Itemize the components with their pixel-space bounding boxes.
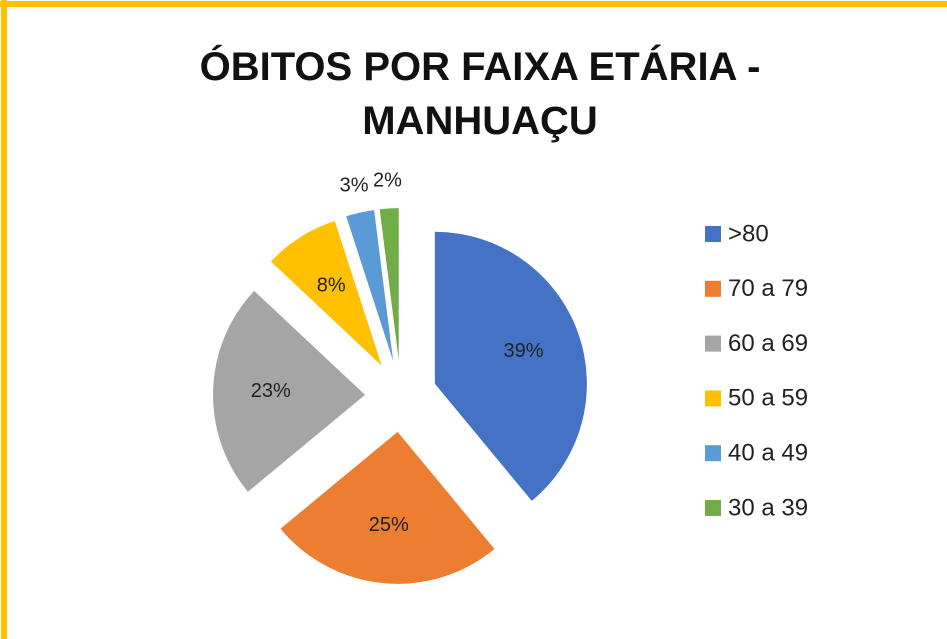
- legend-label: 50 a 59: [728, 385, 808, 412]
- pie-slice: [346, 210, 394, 361]
- legend-swatch: [705, 390, 721, 407]
- pie-slice: [270, 221, 382, 366]
- legend-swatch: [705, 335, 721, 352]
- legend-swatch: [705, 226, 721, 242]
- legend-label: 70 a 79: [728, 275, 808, 302]
- pie-slice: [379, 208, 399, 361]
- legend-label: 30 a 39: [728, 494, 808, 521]
- legend-label: 60 a 69: [728, 330, 808, 357]
- legend-label: >80: [728, 220, 769, 247]
- legend-label: 40 a 49: [728, 440, 808, 467]
- chart-title: ÓBITOS POR FAIXA ETÁRIA - MANHUAÇU: [199, 45, 761, 143]
- data-label: 3%: [340, 174, 369, 196]
- legend-swatch: [705, 280, 721, 297]
- legend-swatch: [705, 445, 721, 462]
- pie-slice: [213, 290, 366, 492]
- data-label: 25%: [369, 514, 409, 536]
- data-label: 8%: [317, 274, 346, 296]
- data-label: 23%: [251, 380, 291, 402]
- data-label: 39%: [504, 340, 544, 362]
- data-label: 2%: [373, 170, 402, 192]
- pie-slice: [280, 431, 495, 584]
- legend-swatch: [705, 500, 721, 516]
- pie-slice: [434, 231, 587, 501]
